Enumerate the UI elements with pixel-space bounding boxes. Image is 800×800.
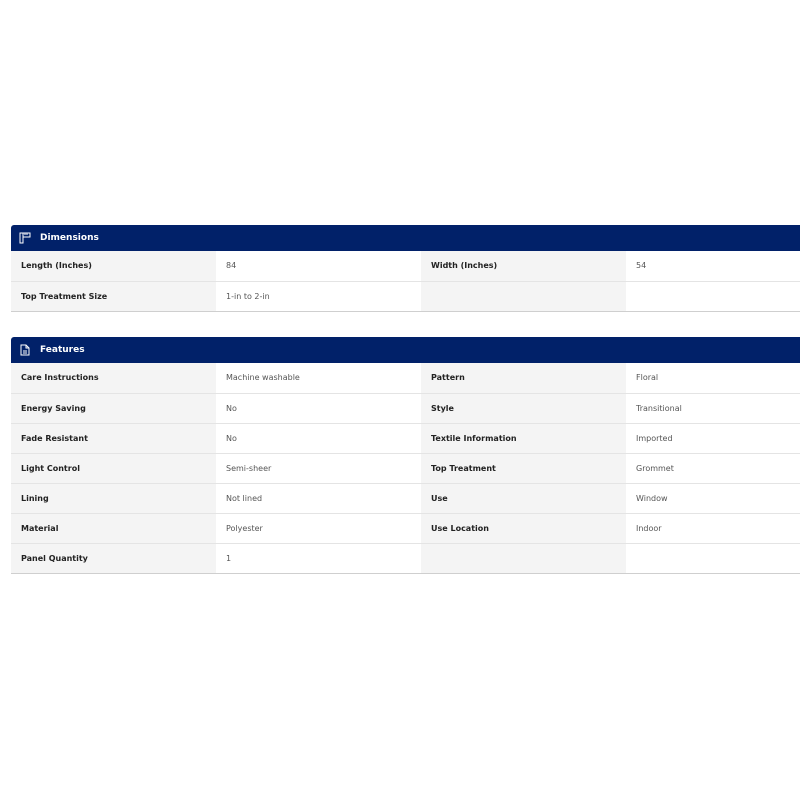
- spec-label: Panel Quantity: [11, 543, 216, 574]
- spec-label: Top Treatment: [421, 453, 626, 484]
- spec-label: Pattern: [421, 363, 626, 394]
- spec-label: Lining: [11, 483, 216, 514]
- spec-value: Window: [626, 483, 800, 514]
- table-row: Energy Saving No Style Transitional: [11, 393, 800, 424]
- dimensions-header: Dimensions: [11, 225, 800, 251]
- spec-value: Transitional: [626, 393, 800, 424]
- table-row: Care Instructions Machine washable Pattern…: [11, 363, 800, 394]
- spec-label: Style: [421, 393, 626, 424]
- spec-value: 1: [216, 543, 421, 574]
- spec-label: [421, 543, 626, 574]
- table-row: Length (Inches) 84 Width (Inches) 54: [11, 251, 800, 282]
- spec-value: Not lined: [216, 483, 421, 514]
- document-icon: [18, 343, 32, 357]
- table-row: Fade Resistant No Textile Information Impor…: [11, 423, 800, 454]
- spec-label: Light Control: [11, 453, 216, 484]
- table-row: Light Control Semi-sheer Top Treatment Grom…: [11, 453, 800, 484]
- table-row: Material Polyester Use Location Indoor: [11, 513, 800, 544]
- spec-value: 54: [626, 251, 800, 282]
- features-section: Features Care Instructions Machine washab…: [11, 337, 800, 574]
- spec-value: 1-in to 2-in: [216, 281, 421, 312]
- spec-value: 84: [216, 251, 421, 282]
- spec-value: [626, 281, 800, 312]
- spec-label: [421, 281, 626, 312]
- spec-value: No: [216, 393, 421, 424]
- table-row: Panel Quantity 1: [11, 543, 800, 574]
- features-table: Care Instructions Machine washable Pattern…: [11, 363, 800, 574]
- table-row: Lining Not lined Use Window: [11, 483, 800, 514]
- spec-label: Material: [11, 513, 216, 544]
- table-row: Top Treatment Size 1-in to 2-in: [11, 281, 800, 312]
- spec-label: Use Location: [421, 513, 626, 544]
- spec-label: Top Treatment Size: [11, 281, 216, 312]
- spec-label: Textile Information: [421, 423, 626, 454]
- spec-label: Fade Resistant: [11, 423, 216, 454]
- ruler-icon: [18, 231, 32, 245]
- spec-value: Machine washable: [216, 363, 421, 394]
- spec-label: Length (Inches): [11, 251, 216, 282]
- spec-value: No: [216, 423, 421, 454]
- spec-value: [626, 543, 800, 574]
- spec-label: Use: [421, 483, 626, 514]
- spec-label: Energy Saving: [11, 393, 216, 424]
- dimensions-table: Length (Inches) 84 Width (Inches) 54 Top Tre…: [11, 251, 800, 312]
- spec-label: Width (Inches): [421, 251, 626, 282]
- spec-value: Floral: [626, 363, 800, 394]
- spec-label: Care Instructions: [11, 363, 216, 394]
- spec-value: Grommet: [626, 453, 800, 484]
- spec-value: Imported: [626, 423, 800, 454]
- dimensions-title: Dimensions: [40, 233, 99, 243]
- dimensions-section: Dimensions Length (Inches) 84 Width (Inche…: [11, 225, 800, 312]
- spec-value: Polyester: [216, 513, 421, 544]
- spec-value: Indoor: [626, 513, 800, 544]
- features-title: Features: [40, 345, 85, 355]
- features-header: Features: [11, 337, 800, 363]
- spec-value: Semi-sheer: [216, 453, 421, 484]
